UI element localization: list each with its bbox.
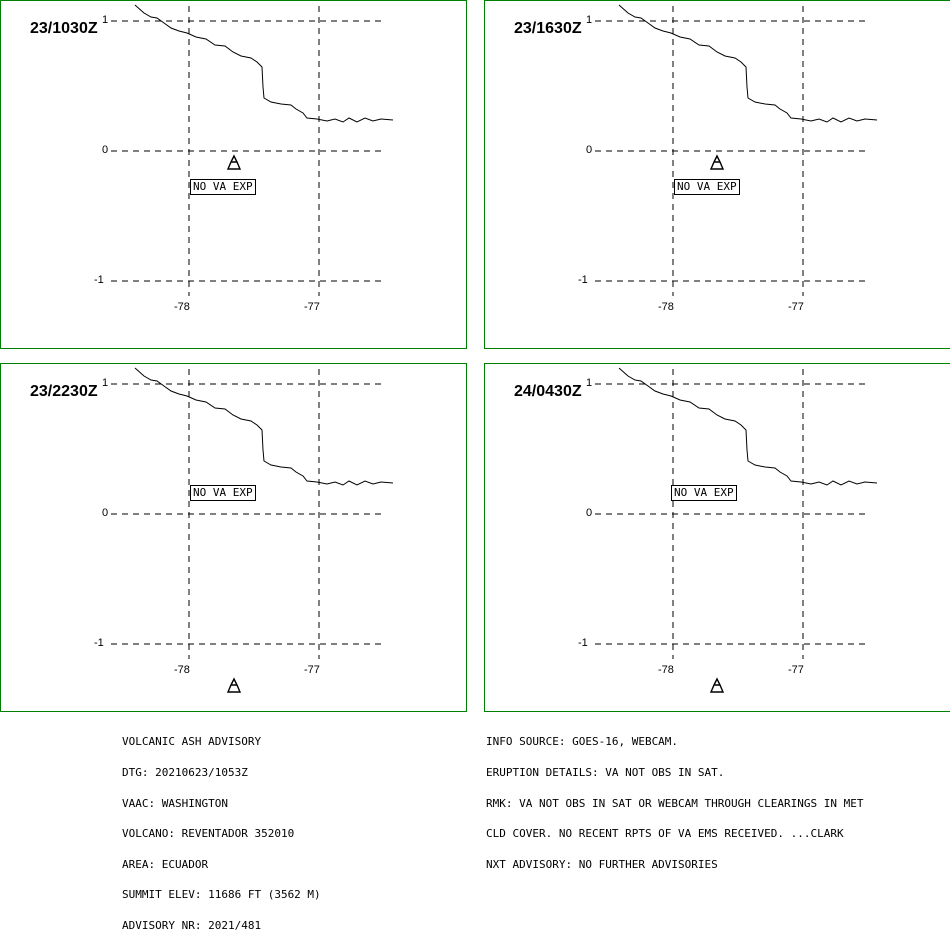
advisory-line: VAAC: WASHINGTON (122, 796, 228, 810)
advisory-line: VOLCANIC ASH ADVISORY (122, 735, 262, 749)
lat-tick-label: -1 (94, 637, 104, 649)
advisory-line: VOLCANO: REVENTADOR 352010 (122, 827, 295, 841)
advisory-line: SUMMIT ELEV: 11686 FT (3562 M) (122, 888, 321, 902)
lat-tick-label: 1 (586, 377, 593, 389)
lon-tick-label: -77 (788, 664, 804, 676)
forecast-time: 24/0430Z (514, 383, 582, 400)
map-graphic (111, 367, 394, 693)
advisory-text-left: VOLCANIC ASH ADVISORY DTG: 20210623/1053… (122, 717, 321, 941)
lon-tick-label: -77 (788, 301, 804, 313)
map-graphic (595, 367, 878, 693)
coastline (134, 367, 394, 486)
volcano-icon (709, 677, 725, 693)
lat-tick-label: -1 (94, 274, 104, 286)
lon-tick-label: -78 (174, 664, 190, 676)
forecast-map-panel: 23/1030Z 1 0 -1 -78 -77 NO VA EXP (0, 0, 467, 349)
coastline (618, 367, 878, 486)
advisory-text-right: INFO SOURCE: GOES-16, WEBCAM. ERUPTION D… (486, 717, 864, 880)
advisory-line: AREA: ECUADOR (122, 857, 209, 871)
volcano-icon (226, 154, 242, 170)
lon-tick-label: -78 (174, 301, 190, 313)
forecast-time: 23/2230Z (30, 383, 98, 400)
map-graphic (111, 4, 394, 296)
advisory-line: ADVISORY NR: 2021/481 (122, 919, 262, 933)
advisory-line: NXT ADVISORY: NO FURTHER ADVISORIES (486, 857, 718, 871)
lon-tick-label: -78 (658, 301, 674, 313)
lat-tick-label: 0 (586, 507, 593, 519)
coastline (618, 4, 878, 123)
lat-tick-label: 0 (586, 144, 593, 156)
forecast-map-panel: 23/1630Z 1 0 -1 -78 -77 NO VA EXP (484, 0, 950, 349)
lat-tick-label: 1 (586, 14, 593, 26)
volcano-icon (709, 154, 725, 170)
lat-tick-label: -1 (578, 637, 588, 649)
va-status-label: NO VA EXP (674, 179, 740, 195)
va-status-label: NO VA EXP (671, 485, 737, 501)
va-status-label: NO VA EXP (190, 179, 256, 195)
forecast-map-panel: 24/0430Z 1 0 -1 -78 -77 NO VA EXP (484, 363, 950, 712)
va-status-label: NO VA EXP (190, 485, 256, 501)
lat-tick-label: 1 (102, 14, 109, 26)
advisory-line: INFO SOURCE: GOES-16, WEBCAM. (486, 735, 679, 749)
forecast-map-panel: 23/2230Z 1 0 -1 -78 -77 NO VA EXP (0, 363, 467, 712)
lat-tick-label: 0 (102, 507, 109, 519)
lat-tick-label: 0 (102, 144, 109, 156)
advisory-line: DTG: 20210623/1053Z (122, 766, 248, 780)
lon-tick-label: -77 (304, 301, 320, 313)
lat-tick-label: 1 (102, 377, 109, 389)
coastline (134, 4, 394, 123)
advisory-line: ERUPTION DETAILS: VA NOT OBS IN SAT. (486, 766, 725, 780)
lon-tick-label: -78 (658, 664, 674, 676)
lon-tick-label: -77 (304, 664, 320, 676)
forecast-time: 23/1630Z (514, 20, 582, 37)
advisory-line: CLD COVER. NO RECENT RPTS OF VA EMS RECE… (486, 827, 844, 841)
forecast-time: 23/1030Z (30, 20, 98, 37)
advisory-line: RMK: VA NOT OBS IN SAT OR WEBCAM THROUGH… (486, 796, 864, 810)
volcano-icon (226, 677, 242, 693)
lat-tick-label: -1 (578, 274, 588, 286)
map-graphic (595, 4, 878, 296)
